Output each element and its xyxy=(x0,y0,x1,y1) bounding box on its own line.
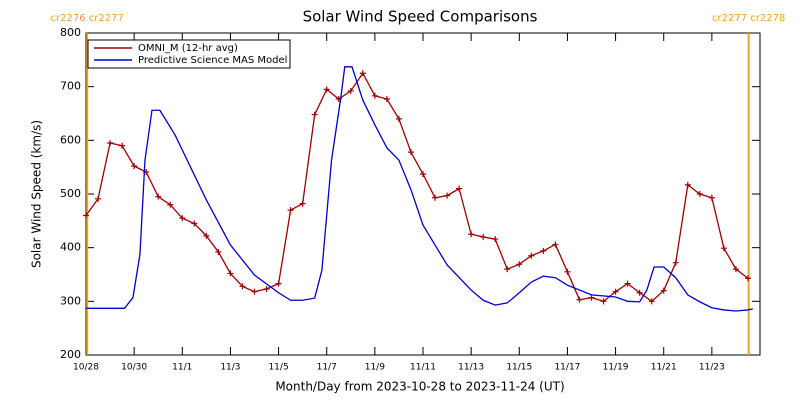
data-point xyxy=(311,111,318,118)
data-point xyxy=(528,252,535,259)
plot-frame xyxy=(85,32,761,356)
data-point xyxy=(456,185,463,192)
x-tick-label: 11/1 xyxy=(172,363,192,373)
x-tick-label: 11/21 xyxy=(651,363,677,373)
carrington-label: cr2277 cr2278 xyxy=(712,13,785,24)
data-point xyxy=(660,287,667,294)
data-point xyxy=(167,201,174,208)
data-point xyxy=(540,247,547,254)
data-point xyxy=(179,215,186,222)
y-tick-label: 400 xyxy=(60,241,81,254)
x-tick-label: 11/23 xyxy=(699,363,725,373)
data-point xyxy=(696,191,703,197)
data-point xyxy=(468,231,475,238)
data-point xyxy=(720,245,727,252)
data-point xyxy=(492,236,499,243)
data-point xyxy=(299,200,306,207)
data-point xyxy=(420,171,426,178)
y-tick-label: 600 xyxy=(60,133,81,146)
x-tick-label: 10/30 xyxy=(121,363,147,373)
data-point xyxy=(239,283,246,290)
data-point xyxy=(395,115,402,122)
data-point xyxy=(275,280,282,287)
x-axis-label: Month/Day from 2023-10-28 to 2023-11-24 … xyxy=(275,380,564,394)
data-point xyxy=(407,149,414,156)
x-tick-label: 11/13 xyxy=(458,363,484,373)
x-tick-label: 10/28 xyxy=(73,363,99,373)
data-point xyxy=(684,181,691,188)
data-point xyxy=(131,163,138,170)
data-point xyxy=(347,87,354,94)
y-tick-label: 300 xyxy=(60,294,81,307)
data-point xyxy=(323,86,330,93)
data-point xyxy=(432,194,439,201)
data-point xyxy=(708,194,715,201)
data-point xyxy=(744,275,751,282)
y-tick-label: 700 xyxy=(60,80,81,93)
x-tick-label: 11/11 xyxy=(410,363,436,373)
data-point xyxy=(359,70,366,77)
data-point xyxy=(263,285,270,292)
data-point xyxy=(227,270,234,277)
data-point xyxy=(287,207,294,214)
data-point xyxy=(564,268,571,275)
data-point xyxy=(600,298,607,305)
x-tick-label: 11/17 xyxy=(554,363,580,373)
y-axis-label: Solar Wind Speed (km/s) xyxy=(30,120,44,268)
data-point xyxy=(119,142,126,149)
data-point xyxy=(444,192,451,199)
legend-label: OMNI_M (12-hr avg) xyxy=(138,43,238,54)
data-point xyxy=(612,288,619,295)
data-point xyxy=(552,241,559,248)
legend-label: Predictive Science MAS Model xyxy=(138,55,287,66)
data-point xyxy=(95,195,102,202)
data-point xyxy=(624,280,631,287)
data-point xyxy=(107,140,114,147)
data-point xyxy=(504,266,511,273)
data-point xyxy=(203,232,210,239)
data-point xyxy=(371,92,378,99)
data-point xyxy=(215,248,222,255)
legend-box xyxy=(87,39,291,69)
series-line xyxy=(86,66,753,312)
x-tick-label: 11/3 xyxy=(220,363,240,373)
chart-title: Solar Wind Speed Comparisons xyxy=(303,8,538,26)
x-tick-label: 11/19 xyxy=(603,363,629,373)
data-point xyxy=(383,96,390,103)
y-tick-label: 200 xyxy=(60,348,81,361)
y-tick-label: 800 xyxy=(60,26,81,39)
data-point xyxy=(636,289,643,296)
data-point xyxy=(732,266,739,273)
data-point xyxy=(588,294,595,301)
data-point xyxy=(480,233,487,240)
x-tick-label: 11/9 xyxy=(365,363,385,373)
x-tick-label: 11/5 xyxy=(268,363,288,373)
x-tick-label: 11/7 xyxy=(317,363,337,373)
y-tick-label: 500 xyxy=(60,187,81,200)
data-point xyxy=(83,212,89,219)
x-tick-label: 11/15 xyxy=(506,363,532,373)
data-point xyxy=(155,193,162,200)
data-point xyxy=(672,259,679,266)
data-point xyxy=(576,296,583,303)
data-point xyxy=(648,298,655,305)
carrington-label: cr2276 cr2277 xyxy=(51,13,124,24)
data-point xyxy=(191,220,198,227)
data-point xyxy=(251,288,258,295)
data-point xyxy=(516,261,523,268)
series-line xyxy=(85,71,749,303)
